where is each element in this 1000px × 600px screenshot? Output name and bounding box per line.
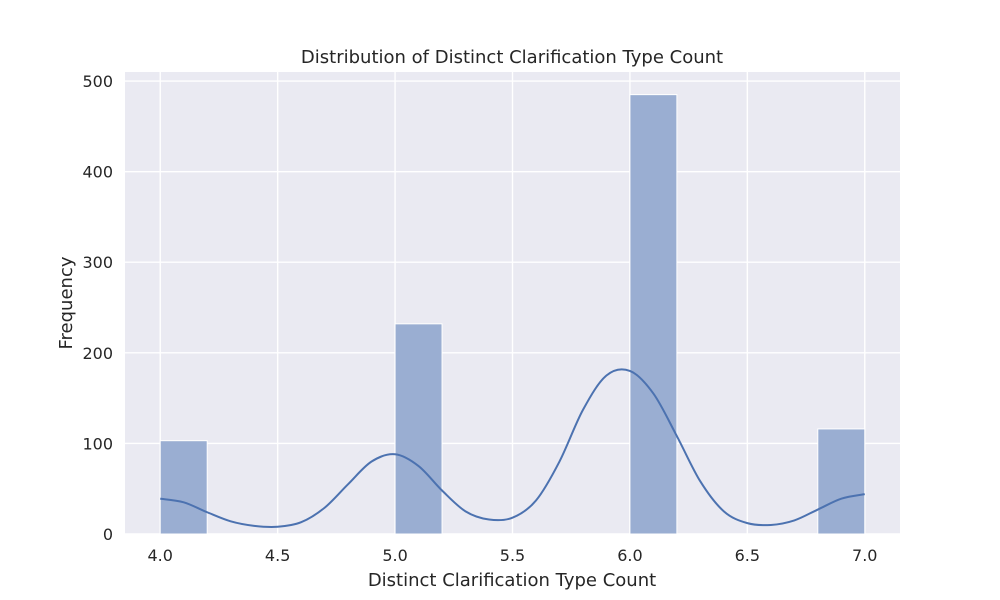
histogram-bar xyxy=(394,323,443,535)
histogram-bar xyxy=(817,428,866,535)
y-tick-label: 0 xyxy=(103,525,113,544)
histogram-bar xyxy=(159,440,208,535)
chart-title: Distribution of Distinct Clarification T… xyxy=(301,47,723,68)
y-tick-label: 200 xyxy=(82,344,113,363)
x-tick-label: 6.0 xyxy=(617,546,642,565)
grid-lines xyxy=(125,72,900,535)
y-axis-title: Frequency xyxy=(56,256,77,349)
kde-line xyxy=(160,368,865,528)
histogram-bar xyxy=(629,94,678,535)
x-tick-label: 6.5 xyxy=(735,546,760,565)
y-tick-label: 100 xyxy=(82,434,113,453)
x-tick-label: 4.5 xyxy=(265,546,290,565)
y-tick-label: 300 xyxy=(82,253,113,272)
bars xyxy=(159,94,866,535)
x-tick-label: 7.0 xyxy=(852,546,877,565)
y-tick-label: 400 xyxy=(82,163,113,182)
x-tick-label: 5.5 xyxy=(500,546,525,565)
x-tick-label: 4.0 xyxy=(148,546,173,565)
x-tick-label: 5.0 xyxy=(382,546,407,565)
y-tick-labels: 0 100 200 300 400 500 xyxy=(82,72,113,544)
x-tick-labels: 4.0 4.5 5.0 5.5 6.0 6.5 7.0 xyxy=(148,546,878,565)
y-tick-label: 500 xyxy=(82,72,113,91)
x-axis-title: Distinct Clarification Type Count xyxy=(368,570,656,591)
